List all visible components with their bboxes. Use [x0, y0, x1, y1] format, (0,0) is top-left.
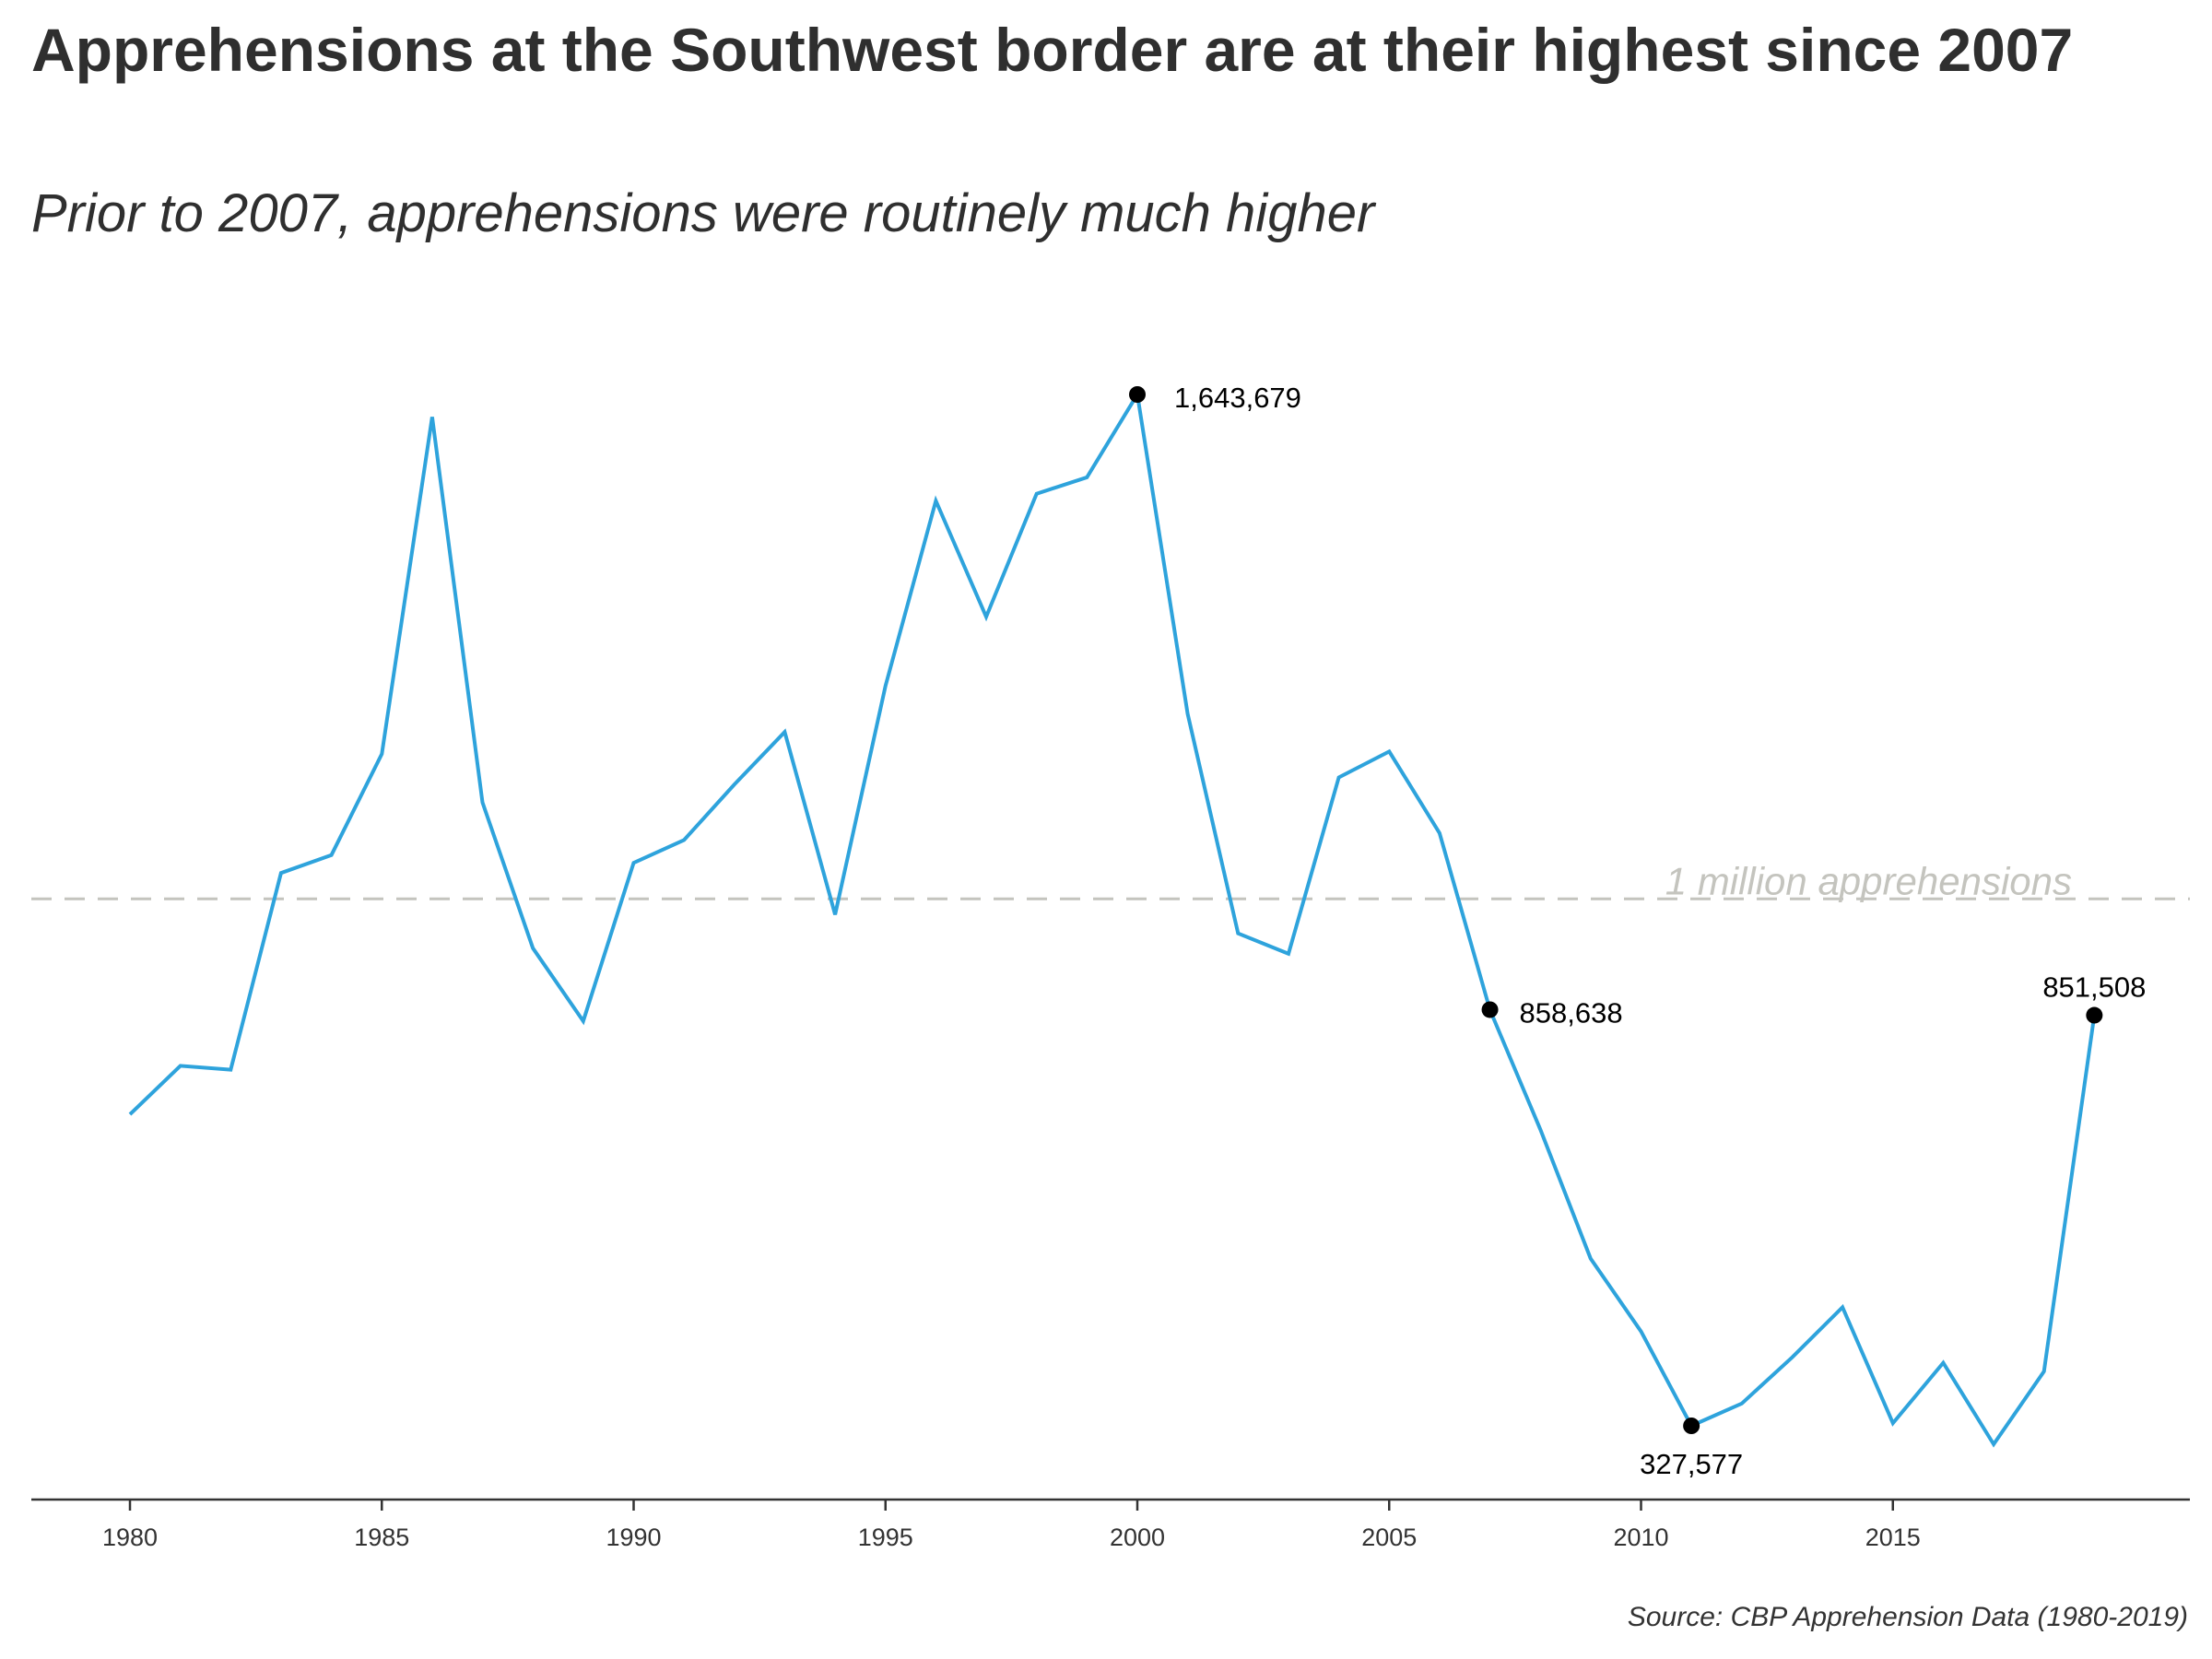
x-tick-label-2000: 2000	[1110, 1524, 1165, 1551]
x-tick-label-1990: 1990	[606, 1524, 661, 1551]
data-point-2019	[2086, 1006, 2103, 1024]
x-tick-label-2010: 2010	[1613, 1524, 1668, 1551]
data-label-2000: 1,643,679	[1174, 382, 1301, 414]
data-point-2011	[1683, 1418, 1700, 1434]
source-note: Source: CBP Apprehension Data (1980-2019…	[1627, 1602, 2188, 1632]
data-label-2007: 858,638	[1520, 996, 1623, 1029]
x-tick-label-2015: 2015	[1865, 1524, 1921, 1551]
chart-title: Apprehensions at the Southwest border ar…	[31, 16, 2074, 84]
data-point-2007	[1481, 1001, 1499, 1018]
x-axis: 1980 1985 1990 1995 2000 2005 2010 2015	[31, 1498, 2190, 1551]
x-tick-label-2005: 2005	[1361, 1524, 1417, 1551]
reference-line-group: 1 million apprehensions	[31, 859, 2190, 902]
data-point-2000	[1129, 386, 1146, 403]
x-tick-label-1980: 1980	[102, 1524, 158, 1551]
x-tick-label-1995: 1995	[858, 1524, 913, 1551]
x-tick-label-1985: 1985	[354, 1524, 409, 1551]
data-label-2019: 851,508	[2042, 971, 2146, 1004]
highlighted-points-group: 1,643,679 858,638 327,577 851,508	[1129, 382, 2146, 1480]
series-line-0	[128, 389, 2097, 1448]
data-label-2011: 327,577	[1640, 1448, 1743, 1480]
chart-subtitle: Prior to 2007, apprehensions were routin…	[31, 183, 1375, 243]
reference-line-label: 1 million apprehensions	[1665, 859, 2072, 902]
series-line-group	[128, 389, 2097, 1448]
